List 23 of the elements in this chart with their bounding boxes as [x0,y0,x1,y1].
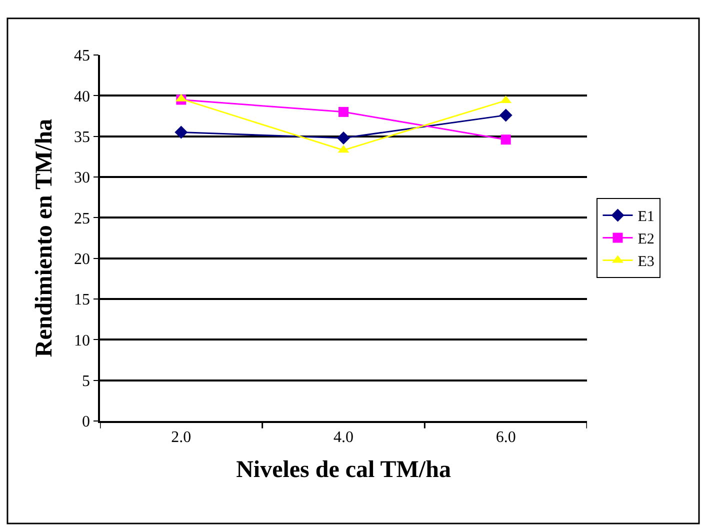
point [337,131,350,144]
x-tick-label: 2.0 [171,428,192,446]
y-tick-label: 15 [74,292,90,309]
point [338,106,348,117]
y-tick-label: 35 [74,128,90,146]
point [500,134,511,145]
point [174,126,188,139]
legend-label: E1 [638,209,654,226]
y-tick-label: 30 [74,170,90,187]
y-tick-label: 25 [74,210,90,228]
y-axis-title: Rendimiento en TM/ha [32,118,58,358]
x-axis-title: Niveles de cal TM/ha [236,456,451,483]
y-tick-label: 20 [74,250,90,268]
legend-label: E2 [638,232,654,248]
x-tick-label: 6.0 [496,428,516,446]
y-tick-label: 40 [74,88,90,106]
x-tick-label: 4.0 [334,428,354,446]
y-tick-label: 5 [82,372,90,390]
y-tick-label: 0 [82,414,90,431]
legend-label: E3 [638,254,654,270]
y-tick-label: 45 [74,48,90,65]
point [499,108,512,122]
y-tick-label: 10 [74,332,90,350]
